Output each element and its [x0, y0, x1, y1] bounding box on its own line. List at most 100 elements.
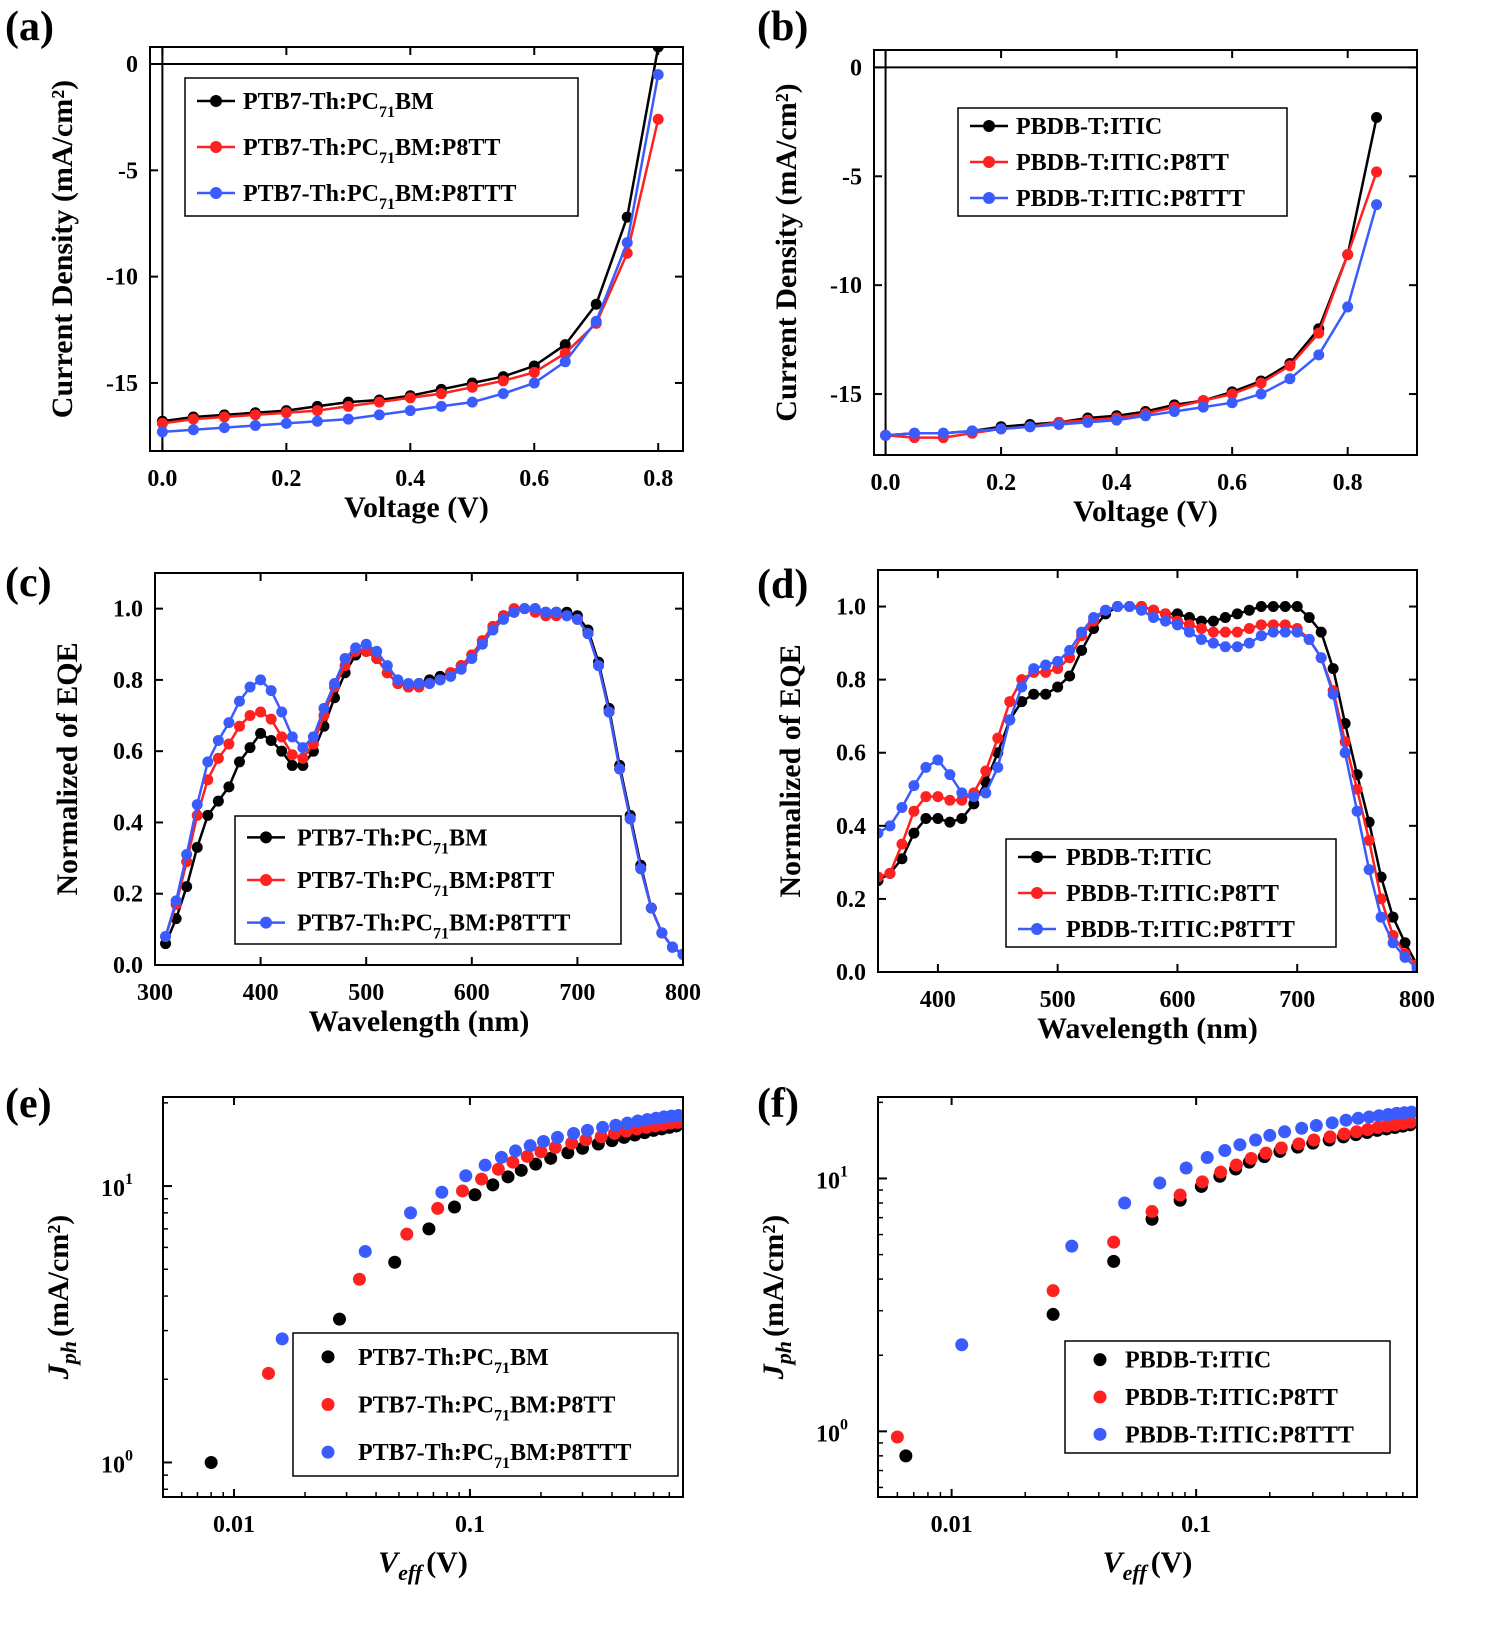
x-tick-label: 700 [559, 980, 595, 1006]
data-point [1291, 601, 1303, 613]
data-point [509, 1144, 523, 1158]
data-point [1279, 601, 1291, 613]
data-point [1147, 612, 1159, 624]
data-point [181, 881, 193, 893]
legend-marker [321, 1350, 335, 1364]
data-point [932, 813, 944, 825]
legend-label: PBDB-T:ITIC [1066, 845, 1212, 871]
x-axis-subscript: eff [398, 1560, 425, 1585]
x-axis-symbol: V [378, 1546, 401, 1579]
legend-label: PBDB-T:ITIC [1016, 114, 1162, 140]
y-tick-label: 0.0 [113, 953, 143, 979]
data-point [571, 613, 583, 625]
y-axis-symbol: J [42, 1363, 75, 1380]
chart-panel-a: (a) 0.0 0.2 0.4 0.6 0.8 0 -5 -10 -15 Voltage (V) Cu… [5, 4, 684, 524]
data-point [1243, 604, 1255, 616]
legend-label-tail: BM:P8TT [510, 1393, 615, 1419]
data-point [1046, 1284, 1060, 1298]
data-point [297, 752, 309, 764]
legend-label-main: PBDB-T:ITIC [1016, 114, 1162, 140]
y-axis-title: Current Density (mA/cm²) [770, 83, 803, 421]
data-point [1064, 670, 1076, 682]
data-point [1028, 663, 1040, 675]
x-axis-title: Voltage (V) [344, 491, 489, 524]
legend-marker [321, 1398, 335, 1411]
data-point [265, 713, 277, 725]
legend-label-main: PBDB-T:ITIC [1066, 845, 1212, 871]
data-point [311, 405, 323, 417]
data-point [1219, 612, 1231, 624]
data-point [1351, 1111, 1365, 1125]
data-point [486, 1178, 500, 1192]
chart-panel-b: (b) 0.0 0.2 0.4 0.6 0.8 0 -5 -10 -15 Voltage (V) Cu… [757, 4, 1418, 528]
y-tick-label: 0.4 [836, 814, 866, 840]
data-point [275, 1332, 289, 1346]
series-2 [156, 113, 664, 429]
data-point [656, 927, 668, 939]
x-tick-label: 0.0 [871, 470, 901, 496]
legend-label-main: PTB7-Th:PC [297, 825, 433, 851]
series-3 [275, 1109, 683, 1346]
data-point [404, 405, 416, 417]
data-point [590, 298, 602, 310]
panel-label: (e) [5, 1081, 52, 1127]
data-point [1226, 388, 1238, 400]
data-point [466, 381, 478, 393]
y-axis-unit: (mA/cm²) [42, 1215, 75, 1337]
y-tick-label: 1.0 [836, 595, 866, 621]
data-point [908, 805, 920, 817]
legend-marker [321, 1445, 335, 1459]
data-point [342, 413, 354, 425]
legend-label-main: PTB7-Th:PC [358, 1393, 494, 1419]
data-point [1244, 1151, 1258, 1165]
data-point [529, 1157, 543, 1171]
data-point [1313, 349, 1325, 361]
data-point [508, 606, 520, 618]
y-tick-label: 0.8 [113, 668, 143, 694]
data-point [1197, 401, 1209, 413]
y-tick-label: 0.0 [836, 960, 866, 986]
data-point [447, 1200, 461, 1214]
x-axis-unit: (V) [1151, 1546, 1193, 1579]
data-point [1259, 1146, 1273, 1160]
legend-label-main: PTB7-Th:PC [243, 181, 379, 207]
x-tick-label: 700 [1279, 987, 1315, 1013]
data-point [536, 1134, 550, 1148]
x-axis-title: Voltage (V) [1073, 495, 1218, 528]
data-point [1053, 419, 1065, 431]
legend-box [1064, 1340, 1391, 1454]
data-point [329, 677, 341, 689]
data-point [1309, 1118, 1323, 1132]
data-point [1140, 410, 1151, 422]
data-point [160, 930, 172, 942]
y-tick-label: 0.4 [113, 810, 143, 836]
data-point [614, 763, 626, 775]
data-point [1292, 1137, 1306, 1151]
legend-label-main: PTB7-Th:PC [358, 1345, 494, 1371]
data-point [373, 409, 385, 421]
y-axis-subscript: ph [56, 1341, 81, 1366]
data-point [218, 422, 230, 434]
data-point [1362, 1110, 1376, 1124]
x-tick-label: 600 [454, 980, 490, 1006]
data-point [1267, 626, 1279, 638]
legend-item: PTB7-Th:PC71BM:P8TTT [197, 181, 516, 213]
data-point [1315, 626, 1327, 638]
legend-label-main: PBDB-T:ITIC:P8TTT [1016, 186, 1245, 212]
legend-label-tail: BM:P8TTT [510, 1440, 631, 1466]
data-point [1183, 626, 1195, 638]
data-point [1387, 937, 1399, 949]
data-point [497, 375, 509, 387]
data-point [890, 1430, 904, 1444]
data-point [968, 791, 980, 803]
data-point [1088, 612, 1100, 624]
data-point [1327, 663, 1339, 675]
plot-frame [162, 1096, 684, 1498]
data-point [333, 1312, 347, 1326]
y-tick-label: -5 [842, 164, 862, 190]
x-tick-label: 0.0 [147, 466, 177, 492]
data-point [1168, 405, 1180, 417]
data-point [487, 624, 499, 636]
legend-label-tail: BM [510, 1345, 549, 1371]
data-point [1351, 805, 1363, 817]
